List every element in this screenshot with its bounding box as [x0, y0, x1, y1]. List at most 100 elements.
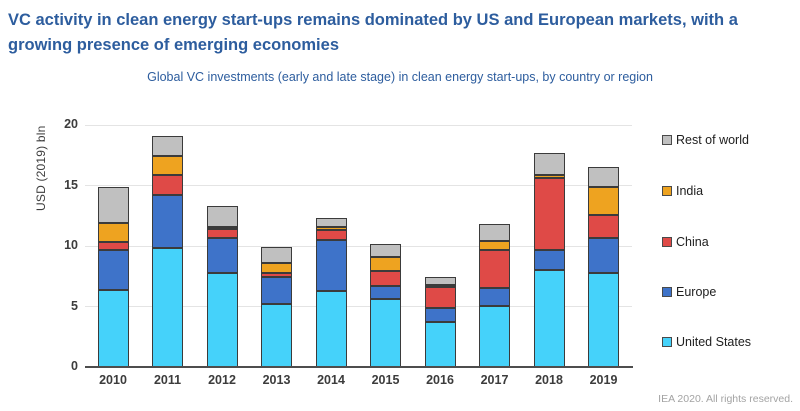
legend-label-china: China	[676, 235, 709, 249]
segment-europe-2014	[315, 239, 347, 291]
segment-rest-of-world-2012	[206, 206, 238, 227]
legend-label-united-states: United States	[676, 335, 752, 349]
segment-india-2011	[152, 156, 183, 175]
y-tick-label-5: 5	[71, 298, 78, 313]
segment-rest-of-world-2019	[588, 167, 619, 187]
segment-united-states-2010	[97, 289, 129, 367]
segment-rest-of-world-2017	[479, 224, 510, 242]
segment-europe-2010	[97, 249, 129, 290]
segment-india-2016	[424, 284, 456, 288]
legend-marker-china-icon	[662, 237, 672, 247]
segment-europe-2012	[206, 237, 238, 273]
legend-label-rest-of-world: Rest of world	[676, 133, 749, 147]
segment-china-2015	[370, 271, 401, 286]
segment-united-states-2016	[424, 322, 456, 367]
x-axis-line	[85, 366, 633, 368]
bar-2016	[424, 277, 456, 367]
segment-india-2013	[261, 262, 292, 273]
segment-united-states-2013	[261, 304, 292, 367]
bar-2014	[315, 218, 347, 367]
legend-marker-rest-of-world-icon	[662, 135, 672, 145]
segment-china-2013	[261, 272, 292, 278]
gridline-15	[85, 185, 632, 186]
bar-2019	[588, 167, 619, 367]
legend-marker-india-icon	[662, 186, 672, 196]
bar-2012	[206, 206, 238, 367]
bar-2010	[97, 186, 129, 367]
segment-europe-2015	[370, 285, 401, 300]
x-tick-label-2019: 2019	[589, 373, 618, 387]
legend-item-europe: Europe	[662, 285, 716, 299]
legend-item-rest-of-world: Rest of world	[662, 133, 749, 147]
segment-india-2010	[97, 223, 129, 243]
segment-rest-of-world-2011	[152, 135, 183, 157]
segment-rest-of-world-2018	[533, 152, 565, 175]
gridline-5	[85, 306, 632, 307]
segment-india-2017	[479, 241, 510, 250]
segment-rest-of-world-2013	[261, 247, 292, 263]
segment-china-2016	[424, 287, 456, 308]
segment-united-states-2015	[370, 299, 401, 367]
x-tick-label-2010: 2010	[99, 373, 127, 387]
x-tick-label-2016: 2016	[426, 373, 454, 387]
x-tick-label-2017: 2017	[480, 373, 509, 387]
legend-item-china: China	[662, 235, 709, 249]
segment-united-states-2017	[479, 306, 510, 367]
x-tick-label-2018: 2018	[535, 373, 563, 387]
segment-rest-of-world-2014	[315, 218, 347, 227]
gridline-20	[85, 124, 632, 126]
y-tick-label-10: 10	[64, 238, 78, 252]
x-tick-label-2014: 2014	[317, 373, 345, 387]
x-tick-label-2013: 2013	[262, 373, 291, 387]
bar-2018	[533, 152, 565, 367]
legend-item-india: India	[662, 184, 703, 198]
bar-2013	[261, 247, 292, 367]
y-tick-label-0: 0	[71, 359, 78, 373]
segment-china-2012	[206, 229, 238, 238]
bar-2015	[370, 243, 401, 367]
x-tick-label-2011: 2011	[153, 373, 182, 387]
segment-rest-of-world-2010	[97, 186, 129, 223]
segment-china-2010	[97, 242, 129, 250]
y-tick-label-15: 15	[64, 177, 78, 192]
chart-headline-line2: growing presence of emerging economies	[8, 36, 339, 54]
x-tick-label-2012: 2012	[208, 373, 236, 387]
segment-europe-2019	[588, 237, 619, 273]
segment-rest-of-world-2016	[424, 277, 456, 285]
segment-china-2019	[588, 214, 619, 238]
y-tick-label-20: 20	[64, 117, 78, 131]
segment-united-states-2018	[533, 270, 565, 367]
segment-europe-2013	[261, 277, 292, 305]
chart-headline: VC activity in clean energy start-ups re…	[8, 8, 798, 58]
segment-china-2017	[479, 249, 510, 289]
segment-india-2015	[370, 256, 401, 272]
segment-china-2011	[152, 174, 183, 196]
legend-label-europe: Europe	[676, 285, 717, 299]
gridline-10	[85, 245, 632, 247]
segment-rest-of-world-2015	[370, 243, 401, 257]
bar-2011	[152, 135, 183, 367]
segment-china-2018	[533, 178, 565, 250]
bar-2017	[479, 224, 510, 367]
chart-subtitle: Global VC investments (early and late st…	[147, 70, 653, 84]
segment-europe-2016	[424, 307, 456, 323]
copyright-note: IEA 2020. All rights reserved.	[658, 393, 793, 405]
segment-united-states-2014	[315, 290, 347, 367]
chart-headline-line1: VC activity in clean energy start-ups re…	[8, 11, 738, 29]
segment-united-states-2012	[206, 272, 238, 367]
segment-india-2014	[315, 226, 347, 231]
segment-europe-2017	[479, 288, 510, 307]
legend-label-india: India	[676, 184, 704, 198]
segment-europe-2011	[152, 195, 183, 249]
x-tick-label-2015: 2015	[371, 373, 400, 387]
segment-india-2019	[588, 186, 619, 215]
segment-india-2012	[206, 226, 238, 230]
segment-europe-2018	[533, 249, 565, 271]
segment-india-2018	[533, 174, 565, 179]
legend-marker-united-states-icon	[662, 337, 672, 347]
legend-marker-europe-icon	[662, 287, 672, 297]
legend-item-united-states: United States	[662, 335, 751, 349]
segment-united-states-2019	[588, 272, 619, 367]
